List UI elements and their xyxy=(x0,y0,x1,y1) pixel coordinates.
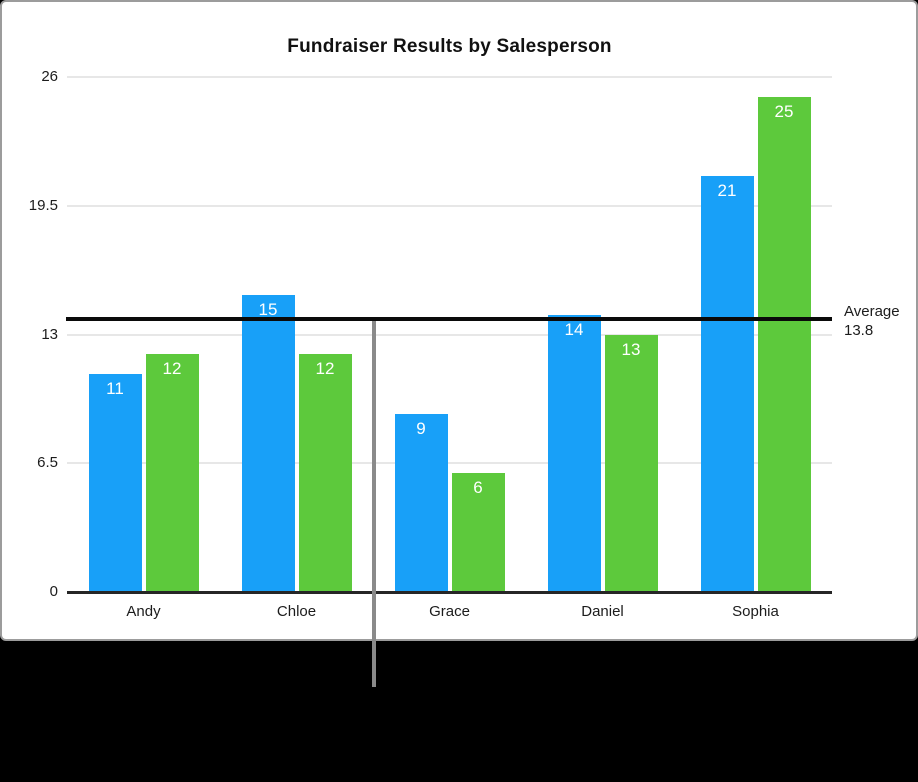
chart-bar-andy-series-2-green xyxy=(145,354,199,591)
bar-value-label: 12 xyxy=(315,359,335,379)
chart-bar-daniel-series-1-blue xyxy=(547,314,601,591)
gridline xyxy=(67,333,832,336)
x-axis-line xyxy=(67,591,832,594)
x-axis-category-label: Chloe xyxy=(276,603,317,620)
bar-value-label: 25 xyxy=(774,101,794,121)
x-axis-category-label: Daniel xyxy=(581,603,624,620)
bar-value-label: 6 xyxy=(473,478,483,498)
bar-value-label: 21 xyxy=(717,181,737,201)
bar-value-label: 15 xyxy=(258,299,278,319)
x-axis-category-label: Sophia xyxy=(732,603,779,620)
callout-line xyxy=(372,317,376,687)
chart-bar-daniel-series-2-green xyxy=(604,334,658,591)
bar-chart-plot: 0 6.5 13 19.5 26 11 12 Andy 15 12 Chloe 9 6 Grace 14 13… xyxy=(2,2,918,643)
y-axis-tick-label: 19.5 xyxy=(28,196,58,214)
average-label-text: Average xyxy=(844,303,900,320)
average-label: Average 13.8 xyxy=(844,302,900,340)
y-axis-tick-label: 26 xyxy=(41,68,58,85)
y-axis-tick-label: 6.5 xyxy=(37,454,58,472)
y-axis-tick-label: 0 xyxy=(49,583,58,600)
bar-value-label: 12 xyxy=(162,359,182,379)
bar-value-label: 11 xyxy=(106,379,124,399)
chart-bar-chloe-series-1-blue xyxy=(241,294,295,591)
chart-bar-sophia-series-2-green xyxy=(757,96,811,591)
bar-value-label: 14 xyxy=(564,319,584,339)
chart-bar-sophia-series-1-blue xyxy=(700,176,754,591)
average-line xyxy=(66,316,832,321)
gridline xyxy=(67,204,832,207)
chart-bar-grace-series-2-green xyxy=(451,473,505,591)
chart-bar-chloe-series-2-green xyxy=(298,354,352,591)
chart-bar-grace-series-1-blue xyxy=(394,413,448,591)
chart-bar-andy-series-1-blue xyxy=(88,374,142,591)
bar-value-label: 9 xyxy=(416,418,426,438)
chart-panel: Fundraiser Results by Salesperson 0 6.5 13… xyxy=(0,0,918,641)
x-axis-category-label: Grace xyxy=(429,603,470,620)
bar-value-label: 13 xyxy=(621,339,641,359)
x-axis-category-label: Andy xyxy=(126,603,161,620)
chart-title: Fundraiser Results by Salesperson xyxy=(287,36,612,57)
gridline xyxy=(67,462,832,465)
gridline xyxy=(67,76,832,78)
y-axis-tick-label: 13 xyxy=(41,325,58,343)
average-value-text: 13.8 xyxy=(844,322,874,339)
